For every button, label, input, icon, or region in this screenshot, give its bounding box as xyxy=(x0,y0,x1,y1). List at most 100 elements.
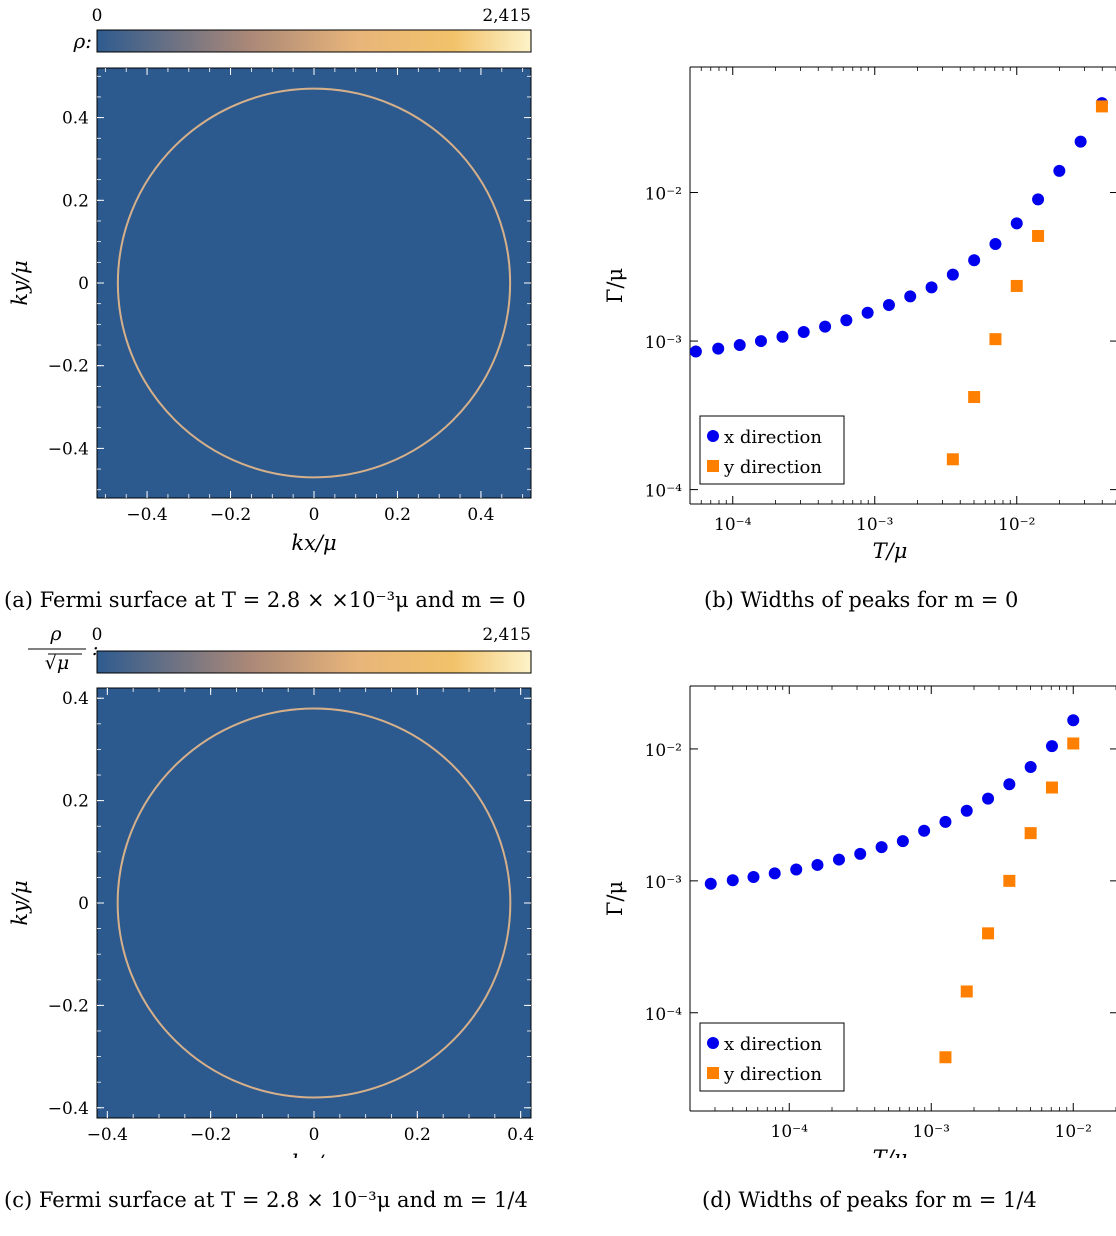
y-tick-label: 10⁻³ xyxy=(645,873,682,893)
x-direction-point xyxy=(1032,193,1045,206)
y-tick-label: 0 xyxy=(78,274,89,294)
x-direction-point xyxy=(1045,740,1058,753)
panel-b: 10⁻⁴ 10⁻³ 10⁻² 10⁻² 10⁻³ 10⁻⁴ T/μ Γ/μ x directio… xyxy=(603,66,1116,563)
y-axis-label: ky/μ xyxy=(8,880,32,925)
x-direction-point xyxy=(1003,778,1016,791)
heatmap-area: −0.4 −0.2 0 0.2 0.4 0.4 0.2 0 −0.2 −0.4 kx/μ ky/μ xyxy=(8,67,532,555)
y-direction-point xyxy=(1095,100,1108,113)
x-direction-point xyxy=(819,320,832,333)
x-axis-label: T/μ xyxy=(873,1146,908,1158)
x-direction-point xyxy=(712,342,725,355)
y-tick-label: 0.4 xyxy=(62,109,89,129)
y-tick-label: 10⁻⁴ xyxy=(645,482,683,502)
legend-label-y: y direction xyxy=(723,1064,822,1085)
y-direction-point xyxy=(1010,279,1023,292)
caption-tag: (b) xyxy=(704,588,734,612)
caption-tag: (c) xyxy=(4,1188,33,1212)
colorbar-label: ρ: xyxy=(73,29,93,53)
heatmap-area: −0.4 −0.2 0 0.2 0.4 0.4 0.2 0 −0.2 −0.4 kx/μ ky/μ xyxy=(8,687,534,1158)
x-direction-point xyxy=(968,254,981,267)
x-tick-label: −0.4 xyxy=(126,505,167,525)
x-direction-point xyxy=(854,847,867,860)
y-direction-point xyxy=(989,333,1002,346)
x-tick-label: 10⁻³ xyxy=(856,515,893,535)
x-direction-point xyxy=(790,863,803,876)
x-tick-label: 10⁻⁴ xyxy=(714,515,752,535)
fermi-ring xyxy=(116,87,512,479)
y-tick-label: −0.2 xyxy=(48,357,89,377)
heatmap-background xyxy=(97,688,531,1118)
svg-text:√μ: √μ xyxy=(45,652,69,674)
svg-text:ρ: ρ xyxy=(49,623,62,645)
y-direction-point xyxy=(1003,874,1016,887)
x-tick-label: 10⁻² xyxy=(998,515,1035,535)
y-direction-point xyxy=(1045,781,1058,794)
y-direction-point xyxy=(946,453,959,466)
colorbar-min: 0 xyxy=(92,6,103,26)
y-tick-label: −0.2 xyxy=(48,996,89,1016)
x-tick-label: 10⁻⁴ xyxy=(771,1122,809,1142)
y-tick-label: −0.4 xyxy=(48,1099,89,1119)
x-direction-point xyxy=(918,824,931,837)
colorbar xyxy=(96,650,532,674)
x-tick-label: 0.2 xyxy=(404,1125,431,1145)
x-direction-point xyxy=(939,815,952,828)
y-axis-label: Γ/μ xyxy=(603,268,627,303)
y-tick-label: 0.4 xyxy=(62,689,89,709)
colorbar-max: 2,415 xyxy=(482,6,531,26)
legend-marker-y xyxy=(707,460,719,472)
colorbar xyxy=(96,29,532,53)
x-direction-point xyxy=(960,804,973,817)
x-direction-point xyxy=(768,867,781,880)
x-axis-label: kx/μ xyxy=(291,1151,336,1158)
y-tick-label: 0 xyxy=(78,894,89,914)
y-tick-label: 10⁻² xyxy=(645,741,682,761)
x-tick-label: 0 xyxy=(309,1125,320,1145)
scatter-plot: 10⁻⁴ 10⁻³ 10⁻² 10⁻² 10⁻³ 10⁻⁴ T/μ Γ/μ x directio… xyxy=(603,66,1116,563)
y-direction-point xyxy=(1024,827,1037,840)
x-axis-label: kx/μ xyxy=(291,531,336,555)
colorbar-label: ρ √μ : xyxy=(28,623,98,674)
x-tick-label: 0 xyxy=(309,505,320,525)
y-tick-label: 0.2 xyxy=(62,792,89,812)
scatter-plot: 10⁻⁴ 10⁻³ 10⁻² 10⁻² 10⁻³ 10⁻⁴ T/μ Γ/μ x directio… xyxy=(603,685,1116,1158)
legend-marker-x xyxy=(707,1037,719,1049)
x-direction-point xyxy=(1053,164,1066,177)
x-direction-point xyxy=(861,306,874,319)
y-direction-point xyxy=(968,391,981,404)
x-direction-point xyxy=(704,877,717,890)
x-tick-label: 10⁻² xyxy=(1055,1122,1092,1142)
y-direction-point xyxy=(1067,737,1080,750)
x-direction-point xyxy=(733,339,746,352)
x-direction-point xyxy=(811,858,824,871)
x-direction-point xyxy=(754,335,767,348)
fermi-ring xyxy=(116,707,512,1099)
y-direction-point xyxy=(1032,229,1045,242)
caption-text: Widths of peaks for m = 0 xyxy=(740,588,1019,612)
y-tick-label: 10⁻² xyxy=(645,185,682,205)
x-direction-point xyxy=(982,792,995,805)
caption-b: (b) Widths of peaks for m = 0 xyxy=(704,588,1018,612)
y-tick-label: 0.2 xyxy=(62,191,89,211)
x-direction-point xyxy=(1024,760,1037,773)
x-direction-point xyxy=(726,874,739,887)
y-tick-label: 10⁻⁴ xyxy=(645,1005,683,1025)
x-tick-label: 0.2 xyxy=(384,505,411,525)
legend-label-x: x direction xyxy=(724,1034,822,1055)
x-direction-point xyxy=(989,238,1002,251)
x-tick-label: 10⁻³ xyxy=(913,1122,950,1142)
x-tick-label: −0.2 xyxy=(210,505,251,525)
heatmap-background xyxy=(97,68,531,498)
y-direction-point xyxy=(939,1051,952,1064)
x-direction-point xyxy=(776,330,789,343)
x-direction-point xyxy=(925,281,938,294)
x-direction-point xyxy=(1074,135,1087,148)
x-direction-point xyxy=(689,345,702,358)
legend-label-x: x direction xyxy=(724,427,822,448)
legend-marker-y xyxy=(707,1067,719,1079)
x-direction-point xyxy=(832,853,845,866)
x-direction-point xyxy=(946,268,959,281)
caption-text: Widths of peaks for m = 1/4 xyxy=(738,1188,1037,1212)
y-direction-point xyxy=(960,985,973,998)
caption-text: Fermi surface at T = 2.8 × ×10⁻³μ and m … xyxy=(39,588,526,612)
